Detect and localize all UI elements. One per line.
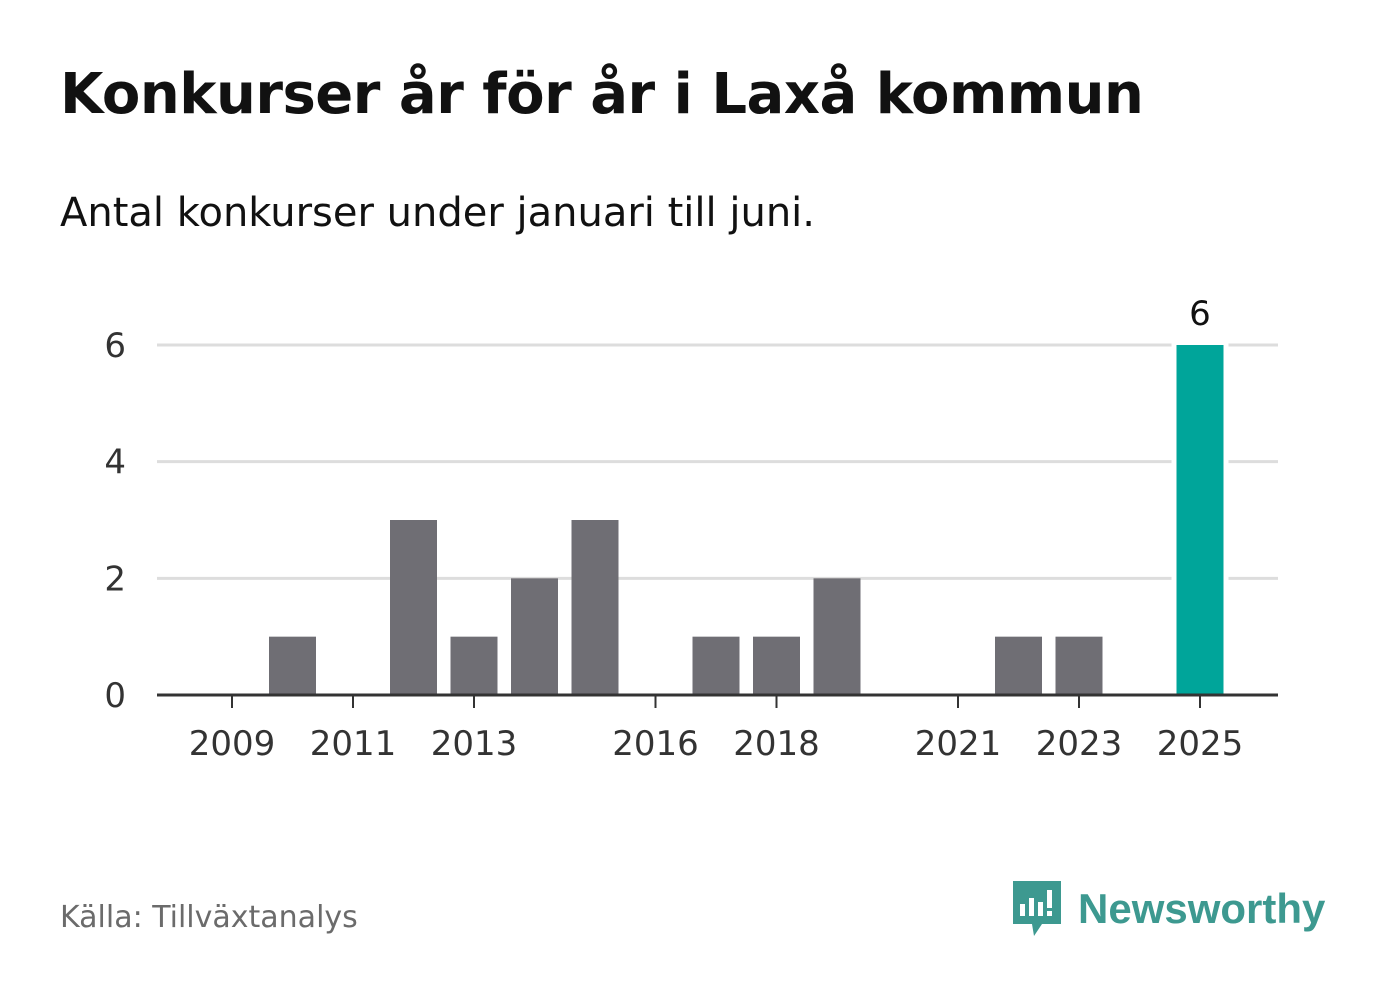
x-tick-label: 2018	[733, 724, 820, 764]
bar-2012	[390, 520, 437, 695]
x-tick-label: 2025	[1157, 724, 1244, 764]
y-tick-label: 4	[104, 443, 126, 483]
x-axis	[157, 693, 1278, 708]
data-labels: 6	[1189, 294, 1211, 334]
newsworthy-logo-icon	[1013, 881, 1061, 936]
bar-2023	[1055, 636, 1103, 695]
x-tick-label: 2023	[1036, 724, 1123, 764]
x-tick-label: 2011	[310, 724, 397, 764]
data-label: 6	[1189, 294, 1211, 334]
chart-title: Konkurser år för år i Laxå kommun	[60, 62, 1144, 127]
y-tick-label: 0	[104, 676, 126, 716]
bar-2019	[813, 578, 861, 695]
bar-2015	[571, 520, 619, 695]
brand-name: Newsworthy	[1078, 885, 1326, 932]
bar-2013	[450, 636, 498, 695]
bar-2018	[753, 636, 800, 695]
brand-logo: Newsworthy	[1010, 878, 1325, 940]
chart-subtitle: Antal konkurser under januari till juni.	[60, 190, 815, 236]
bar-2017	[692, 636, 740, 695]
y-axis-labels: 0 2 4 6	[104, 326, 126, 716]
bar-2014	[511, 578, 558, 695]
grid-lines	[157, 343, 1278, 580]
y-tick-label: 2	[104, 559, 126, 599]
bar-2025	[1176, 345, 1224, 695]
bar-2022	[995, 636, 1042, 695]
y-tick-label: 6	[104, 326, 126, 366]
source-note: Källa: Tillväxtanalys	[60, 900, 358, 935]
bar-2010	[269, 636, 316, 695]
x-tick-label: 2021	[915, 724, 1002, 764]
x-axis-labels: 2009 2011 2013 2016 2018 2021 2023 2025	[189, 724, 1244, 764]
x-tick-label: 2009	[189, 724, 276, 764]
x-tick-label: 2016	[612, 724, 699, 764]
x-tick-label: 2013	[431, 724, 518, 764]
bars	[269, 342, 1229, 695]
